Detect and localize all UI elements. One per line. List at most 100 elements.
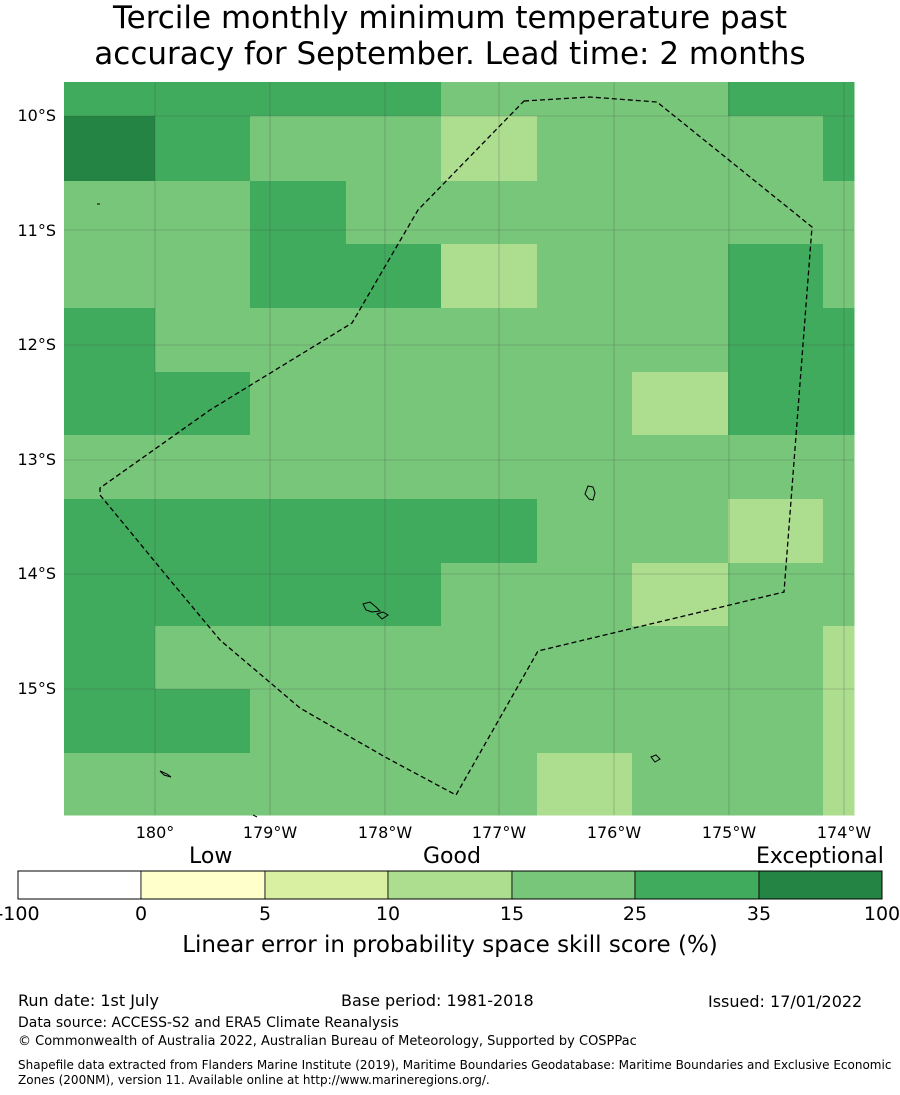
grid-cell (632, 499, 729, 564)
grid-cell (441, 82, 538, 117)
grid-cell (346, 308, 442, 373)
colorbar-tick: 15 (500, 903, 524, 925)
colorbar-bin (387, 870, 513, 900)
grid-cell (250, 626, 347, 690)
island-outline (376, 611, 389, 620)
grid-cell (632, 435, 729, 500)
grid-cell (823, 753, 855, 816)
grid-cell (823, 308, 855, 373)
colorbar-tick: 0 (135, 903, 147, 925)
lat-label: 10°S (17, 106, 56, 125)
grid-cell (537, 753, 633, 816)
colorbar-bin (264, 870, 389, 900)
grid-cell (64, 499, 156, 564)
colorbar-tick: -100 (0, 903, 40, 925)
lon-label: 178°W (358, 823, 413, 842)
grid-cell (537, 689, 633, 754)
graticule (64, 82, 854, 815)
latitude-labels: 10°S 11°S 12°S 13°S 14°S 15°S (17, 106, 56, 698)
grid-cell (346, 244, 442, 309)
grid-cell (155, 116, 251, 182)
lon-label: 177°W (472, 823, 527, 842)
grid-cell (441, 308, 538, 373)
grid-cell (250, 181, 347, 245)
grid-cell (728, 626, 824, 690)
island-outline (362, 601, 382, 613)
grid-cell (537, 499, 633, 564)
grid-cell (823, 435, 855, 500)
grid-cell (64, 372, 156, 436)
copyright-notice: © Commonwealth of Australia 2022, Austra… (18, 1034, 637, 1049)
grid-cell (64, 626, 156, 690)
grid-cell (155, 563, 251, 627)
lon-label: 176°W (587, 823, 642, 842)
grid-cell (728, 499, 824, 564)
grid-cell (441, 181, 538, 245)
grid-cell (155, 372, 251, 436)
grid-cell (728, 563, 824, 627)
grid-cell (441, 563, 538, 627)
grid-cell (64, 753, 156, 816)
colorbar-bin (634, 870, 760, 900)
colorbar-tick: 25 (623, 903, 647, 925)
grid-cell (155, 244, 251, 309)
grid-cell (728, 181, 824, 245)
grid-cell (441, 626, 538, 690)
grid-cell (632, 181, 729, 245)
shapefile-credit: Shapefile data extracted from Flanders M… (18, 1058, 892, 1087)
data-source: Data source: ACCESS-S2 and ERA5 Climate … (18, 1015, 399, 1031)
colorbar-bin (511, 870, 636, 900)
grid-cell (632, 753, 729, 816)
grid-cell (346, 689, 442, 754)
grid-cell (728, 372, 824, 436)
grid-cell (64, 82, 156, 117)
grid-cell (250, 689, 347, 754)
grid-cell (64, 435, 156, 500)
grid-cell (728, 435, 824, 500)
run-date: Run date: 1st July (18, 991, 159, 1010)
legend-good-label: Good (423, 844, 481, 869)
grid-cell (441, 244, 538, 309)
lat-label: 11°S (17, 221, 56, 240)
island-outline (650, 754, 661, 763)
colorbar-bin (140, 870, 266, 900)
legend-low-label: Low (189, 844, 233, 869)
grid-cell (537, 435, 633, 500)
grid-cell (728, 244, 824, 309)
grid-cell (823, 372, 855, 436)
grid-cell (537, 563, 633, 627)
grid-cell (441, 499, 538, 564)
grid-cell (823, 181, 855, 245)
grid-cell (155, 308, 251, 373)
lat-label: 15°S (17, 679, 56, 698)
grid-cell (155, 499, 251, 564)
lon-label: 179°W (243, 823, 298, 842)
colorbar-frame (17, 870, 883, 900)
grid-cell (64, 689, 156, 754)
grid-cell (64, 116, 156, 182)
grid-cell (346, 372, 442, 436)
island-outline (159, 770, 172, 778)
grid-cell (632, 372, 729, 436)
grid-cell (823, 499, 855, 564)
grid-cell (346, 563, 442, 627)
grid-cell (64, 244, 156, 309)
grid-cell (250, 563, 347, 627)
issued-date: Issued: 17/01/2022 (708, 992, 863, 1011)
lat-label: 12°S (17, 335, 56, 354)
colorbar-title: Linear error in probability space skill … (182, 932, 718, 958)
grid-cell (346, 499, 442, 564)
grid-cell (537, 116, 633, 182)
grid-cell (728, 308, 824, 373)
grid-cell (728, 689, 824, 754)
grid-cell (250, 372, 347, 436)
grid-cell (728, 82, 824, 117)
grid-cell (155, 181, 251, 245)
grid-cell (155, 82, 251, 117)
grid-cell (346, 753, 442, 816)
grid-cell (632, 244, 729, 309)
grid-cell (250, 753, 347, 816)
grid-cell (155, 435, 251, 500)
colorbar: -100 0 5 10 15 25 35 100 (0, 870, 900, 925)
grid-cell (250, 499, 347, 564)
